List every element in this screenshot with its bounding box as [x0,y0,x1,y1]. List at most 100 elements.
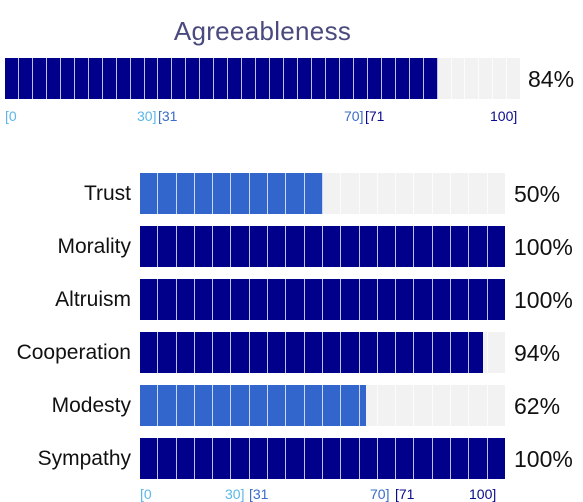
bar-segment [414,173,433,214]
bar-segment [341,226,360,267]
bar-segment [228,58,243,99]
bar-segment [360,173,378,214]
bar-segment [396,226,415,267]
bar-segment [488,385,505,426]
bar-segment [172,58,187,99]
bar-segment [414,226,433,267]
bar-segment [158,438,177,479]
facet-label: Trust [83,182,131,205]
bar-segment [158,385,177,426]
bar-segment [231,332,250,373]
bar-segment [360,332,378,373]
bar-segment [414,332,433,373]
bar-segment [378,438,397,479]
bar-segment [177,226,195,267]
bar-segment [341,385,360,426]
bar-segment [195,385,214,426]
bar-segment [360,279,378,320]
bar-segment [268,226,287,267]
facet-scale-high-start: [71 [395,486,415,502]
facet-percent: 94% [514,340,561,366]
facet-bar [140,385,505,426]
facet-scale-low-end: 30] [225,486,245,502]
bar-segment [433,226,452,267]
bar-segment [286,385,305,426]
bar-segment [312,58,326,99]
bar-segment [414,279,433,320]
bar-segment [378,226,397,267]
bar-segment [451,438,470,479]
bar-segment [305,279,323,320]
bar-segment [250,332,269,373]
bar-segment [378,332,397,373]
scale-low-end: 30] [137,108,157,124]
bar-segment [89,58,103,99]
bar-segment [250,279,269,320]
bar-segment [286,279,305,320]
bar-segment [140,385,159,426]
bar-segment [396,438,415,479]
bar-segment [433,438,452,479]
bar-segment [158,58,173,99]
bar-segment [250,173,269,214]
bar-segment [360,385,378,426]
bar-segment [305,438,323,479]
bar-segment [323,173,342,214]
bar-segment [140,226,159,267]
bar-segment [140,332,159,373]
facet-label: Morality [57,235,131,258]
bar-segment [5,58,19,99]
bar-segment [268,279,287,320]
bar-segment [200,58,215,99]
bar-segment [341,173,360,214]
bar-segment [268,438,287,479]
bar-segment [469,332,488,373]
bar-segment [250,438,269,479]
bar-segment [250,385,269,426]
bar-segment [256,58,271,99]
overall-score-bar [5,58,520,99]
bar-segment [414,385,433,426]
bar-segment [433,385,452,426]
bar-segment [368,58,382,99]
facet-scale-mid-end: 70] [370,486,390,502]
bar-segment [451,279,470,320]
bar-segment [452,58,466,99]
facet-bar-fill [140,385,367,426]
bar-segment [451,385,470,426]
bar-segment [323,279,342,320]
scale-mid-start: [31 [158,108,178,124]
bar-segment [33,58,47,99]
bar-segment [195,173,214,214]
bar-segment [213,332,232,373]
bar-segment [323,438,342,479]
bar-segment [177,332,195,373]
bar-segment [493,58,508,99]
bar-segment [158,226,177,267]
bar-segment [360,438,378,479]
bar-segment [341,279,360,320]
bar-segment [488,438,505,479]
bar-segment [231,385,250,426]
bar-segment [341,438,360,479]
bar-segment [231,226,250,267]
bar-segment [305,173,323,214]
bar-segment [268,332,287,373]
bar-segment [47,58,61,99]
bar-segment [214,58,229,99]
bar-segment [323,332,342,373]
facet-label: Cooperation [16,341,131,364]
bar-segment [507,58,520,99]
bar-segment [410,58,424,99]
bar-segment [61,58,75,99]
facet-bar [140,438,505,479]
bar-segment [231,173,250,214]
bar-segment [469,438,488,479]
bar-segment [177,438,195,479]
bar-segment [231,279,250,320]
bar-segment [382,58,396,99]
bar-segment [213,226,232,267]
bar-segment [340,58,354,99]
bar-segment [305,385,323,426]
bar-segment [286,173,305,214]
